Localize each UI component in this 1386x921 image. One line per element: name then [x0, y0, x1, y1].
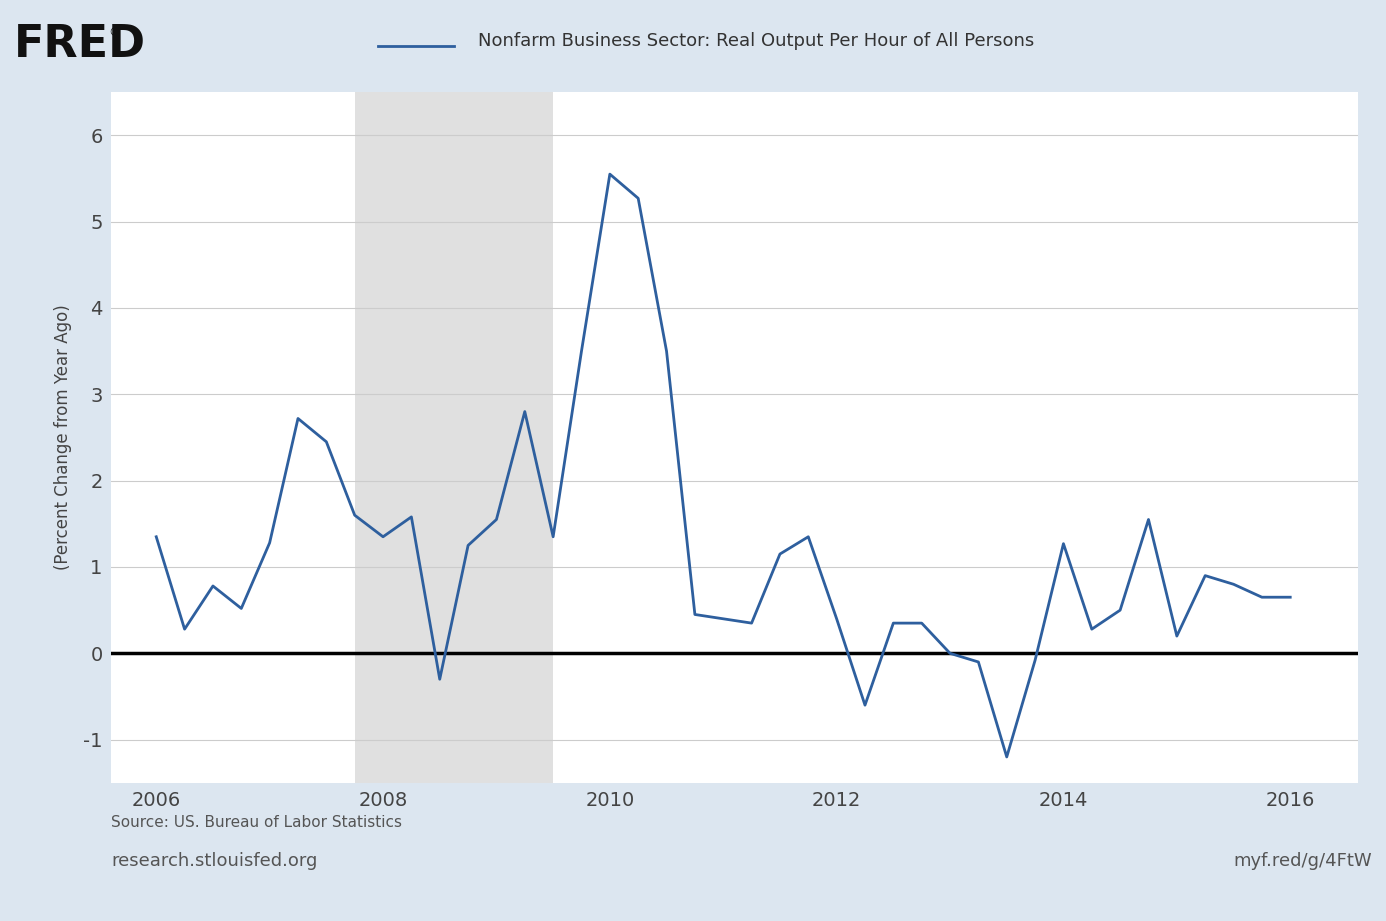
Y-axis label: (Percent Change from Year Ago): (Percent Change from Year Ago)	[54, 305, 72, 570]
Bar	[355, 92, 553, 783]
Text: Nonfarm Business Sector: Real Output Per Hour of All Persons: Nonfarm Business Sector: Real Output Per…	[478, 32, 1034, 51]
Text: research.stlouisfed.org: research.stlouisfed.org	[111, 852, 317, 870]
Text: FRED: FRED	[14, 23, 146, 66]
Text: Source: US. Bureau of Labor Statistics: Source: US. Bureau of Labor Statistics	[111, 815, 402, 830]
Text: myf.red/g/4FtW: myf.red/g/4FtW	[1234, 852, 1372, 870]
Text: ®: ®	[108, 26, 121, 39]
